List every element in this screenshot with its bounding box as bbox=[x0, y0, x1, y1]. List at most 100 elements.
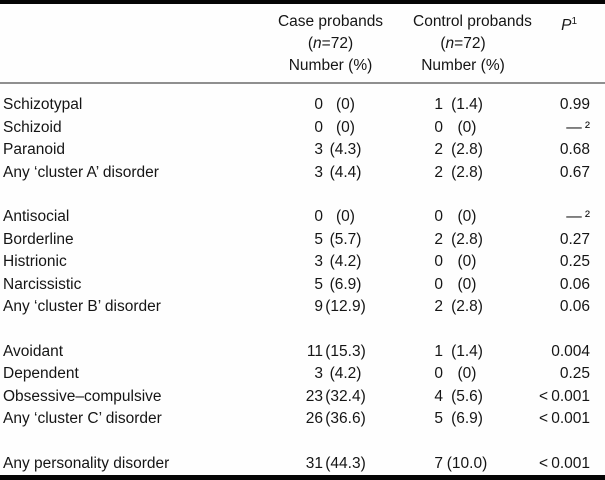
row-label: Any ‘cluster B’ disorder bbox=[3, 298, 161, 315]
control-percent: (2.8) bbox=[451, 141, 483, 158]
table-row: Any ‘cluster A’ disorder 3 (4.4) 2 (2.8)… bbox=[3, 162, 590, 185]
p-value: 0.68 bbox=[559, 141, 590, 158]
control-percent: (5.6) bbox=[451, 387, 483, 405]
row-label: Paranoid bbox=[3, 141, 66, 158]
p-value: 0.06 bbox=[559, 275, 590, 293]
case-probands-subheader: Number (%) bbox=[288, 57, 373, 74]
table-row: Schizotypal 0 (0) 1 (1.4) 0.99 bbox=[3, 94, 590, 117]
p-value: 0.25 bbox=[559, 365, 590, 382]
case-percent: (0) bbox=[336, 118, 355, 136]
control-percent: (1.4) bbox=[451, 96, 483, 113]
header-spacer bbox=[3, 11, 248, 77]
control-count: 0 bbox=[434, 208, 443, 225]
cluster-a-group: Schizotypal 0 (0) 1 (1.4) 0.99 Schizoid … bbox=[3, 94, 590, 184]
case-count: 26 bbox=[305, 410, 323, 427]
cluster-c-group: Avoidant 11 (15.3) 1 (1.4) 0.004 Depende… bbox=[3, 341, 590, 431]
p-value: < 0.001 bbox=[539, 410, 590, 427]
control-percent: (0) bbox=[457, 118, 477, 136]
row-label: Schizoid bbox=[3, 118, 62, 136]
case-percent: (0) bbox=[336, 96, 355, 113]
case-percent: (44.3) bbox=[325, 454, 366, 472]
case-count: 3 bbox=[314, 365, 323, 382]
p-value: 0.06 bbox=[559, 298, 590, 315]
control-percent: (0) bbox=[457, 253, 477, 270]
case-percent: (0) bbox=[336, 208, 355, 225]
control-count: 2 bbox=[434, 298, 443, 315]
p-value: 0.99 bbox=[559, 96, 590, 113]
table-row: Obsessive–compulsive 23 (32.4) 4 (5.6) <… bbox=[3, 386, 590, 409]
control-count: 1 bbox=[434, 96, 443, 113]
table-row: Antisocial 0 (0) 0 (0) — ² bbox=[3, 206, 590, 229]
table-row: Any personality disorder 31 (44.3) 7 (10… bbox=[3, 453, 590, 476]
control-probands-title: Control probands bbox=[413, 13, 532, 30]
control-percent: (6.9) bbox=[451, 410, 483, 427]
control-count: 0 bbox=[434, 253, 443, 270]
total-group: Any personality disorder 31 (44.3) 7 (10… bbox=[3, 453, 590, 476]
control-probands-subheader: Number (%) bbox=[421, 57, 505, 74]
control-count: 5 bbox=[434, 410, 443, 427]
row-label: Obsessive–compulsive bbox=[3, 387, 162, 405]
case-count: 0 bbox=[314, 208, 323, 225]
row-label: Any ‘cluster A’ disorder bbox=[3, 163, 159, 181]
header-control-probands: Control probands (n=72) Number (%) bbox=[413, 11, 532, 77]
p-value: 0.004 bbox=[551, 342, 590, 360]
control-percent: (0) bbox=[457, 365, 477, 382]
row-label: Schizotypal bbox=[3, 96, 83, 113]
row-label: Any ‘cluster C’ disorder bbox=[3, 410, 162, 427]
case-percent: (6.9) bbox=[329, 275, 362, 293]
p-value: — ² bbox=[566, 118, 590, 136]
control-percent: (2.8) bbox=[451, 298, 483, 315]
case-probands-n: (n=72) bbox=[307, 35, 354, 52]
control-percent: (1.4) bbox=[451, 342, 483, 360]
p-value: 0.27 bbox=[559, 230, 590, 248]
case-percent: (4.2) bbox=[329, 253, 362, 270]
control-count: 0 bbox=[434, 275, 443, 293]
control-count: 7 bbox=[434, 454, 443, 472]
p-value: < 0.001 bbox=[539, 454, 590, 472]
case-count: 11 bbox=[306, 342, 323, 360]
table-row: Any ‘cluster B’ disorder 9 (12.9) 2 (2.8… bbox=[3, 296, 590, 319]
control-percent: (2.8) bbox=[451, 163, 483, 181]
row-label: Borderline bbox=[3, 230, 74, 248]
table-row: Borderline 5 (5.7) 2 (2.8) 0.27 bbox=[3, 229, 590, 252]
header-case-probands: Case probands (n=72) Number (%) bbox=[248, 11, 413, 77]
control-count: 2 bbox=[434, 163, 443, 181]
case-count: 3 bbox=[314, 141, 323, 158]
control-count: 4 bbox=[434, 387, 443, 405]
control-percent: (0) bbox=[457, 275, 477, 293]
control-percent: (0) bbox=[457, 208, 477, 225]
table-row: Schizoid 0 (0) 0 (0) — ² bbox=[3, 117, 590, 140]
cluster-b-group: Antisocial 0 (0) 0 (0) — ² Borderline 5 … bbox=[3, 206, 590, 319]
case-percent: (36.6) bbox=[325, 410, 366, 427]
case-percent: (4.2) bbox=[329, 365, 362, 382]
control-percent: (10.0) bbox=[446, 454, 488, 472]
case-count: 5 bbox=[314, 275, 323, 293]
case-count: 0 bbox=[314, 96, 323, 113]
case-count: 23 bbox=[305, 387, 323, 405]
control-count: 2 bbox=[434, 230, 443, 248]
control-count: 1 bbox=[434, 342, 443, 360]
table-row: Any ‘cluster C’ disorder 26 (36.6) 5 (6.… bbox=[3, 408, 590, 431]
row-label: Dependent bbox=[3, 365, 79, 382]
row-label: Avoidant bbox=[3, 342, 64, 360]
case-percent: (4.4) bbox=[329, 163, 362, 181]
p-value: — ² bbox=[566, 208, 590, 225]
row-label: Narcissistic bbox=[3, 275, 82, 293]
control-probands-n: (n=72) bbox=[440, 35, 486, 52]
control-count: 0 bbox=[434, 365, 443, 382]
table-row: Narcissistic 5 (6.9) 0 (0) 0.06 bbox=[3, 274, 590, 297]
case-percent: (4.3) bbox=[329, 141, 362, 158]
control-count: 0 bbox=[434, 118, 443, 136]
control-percent: (2.8) bbox=[451, 230, 483, 248]
p-value: 0.25 bbox=[559, 253, 590, 270]
row-label: Histrionic bbox=[3, 253, 67, 270]
case-percent: (5.7) bbox=[329, 230, 362, 248]
table-row: Paranoid 3 (4.3) 2 (2.8) 0.68 bbox=[3, 139, 590, 162]
table-body: Schizotypal 0 (0) 1 (1.4) 0.99 Schizoid … bbox=[0, 84, 605, 475]
control-count: 2 bbox=[434, 141, 443, 158]
p-value: < 0.001 bbox=[539, 387, 590, 405]
case-probands-title: Case probands bbox=[277, 13, 384, 30]
case-percent: (15.3) bbox=[325, 342, 366, 360]
